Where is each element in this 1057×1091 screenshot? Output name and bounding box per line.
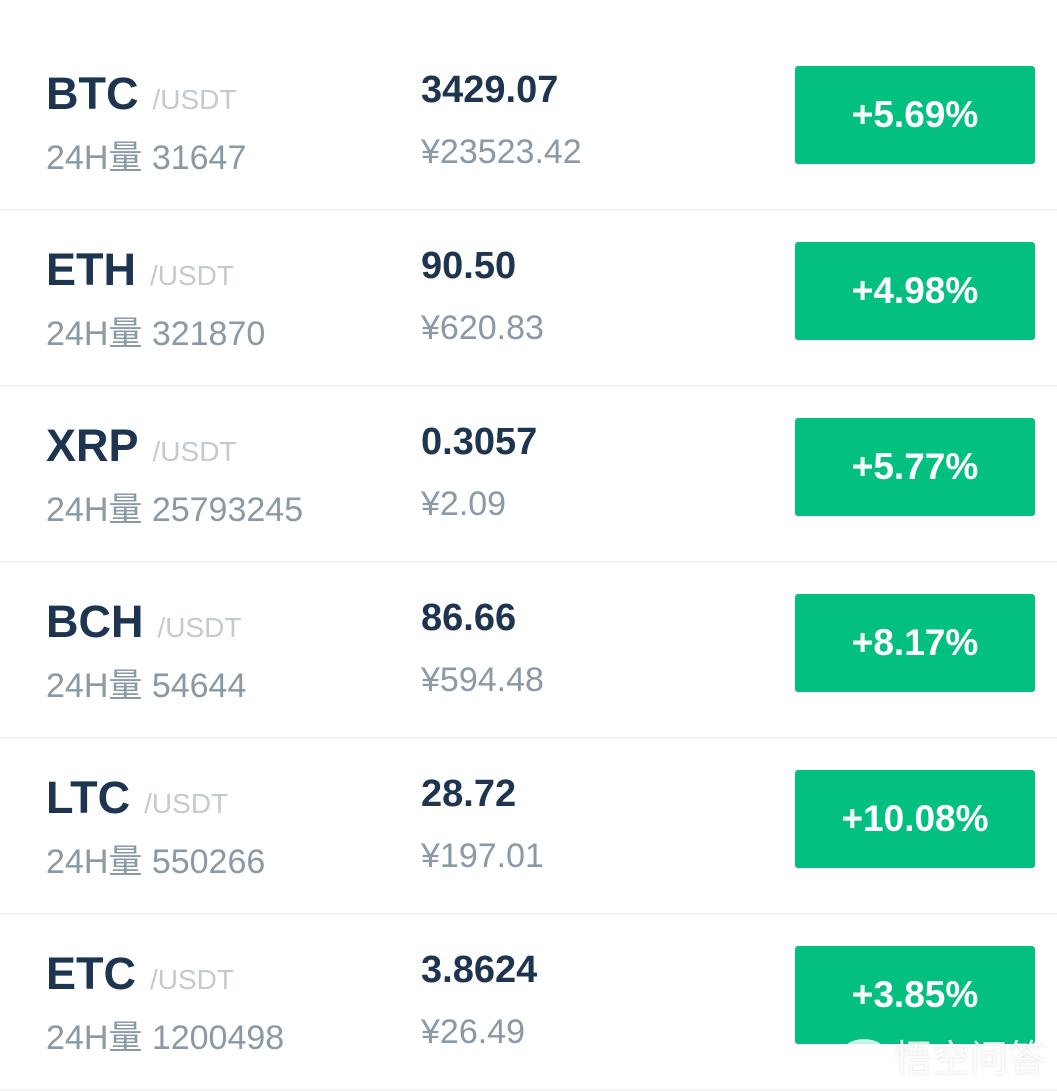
cny-price: ¥620.83 <box>421 309 544 347</box>
quote-pair: /USDT <box>157 612 242 643</box>
symbol: BTC/USDT <box>46 71 236 116</box>
volume-value: 550266 <box>151 843 266 881</box>
symbol-name: ETC <box>46 948 136 999</box>
market-row-btc[interactable]: BTC/USDT 24H量 31647 3429.07 ¥23523.42 +5… <box>0 35 1057 211</box>
watermark: 悟空问答 <box>840 1028 1046 1083</box>
volume-24h: 24H量 31647 <box>46 141 246 175</box>
quote-pair: /USDT <box>150 260 234 291</box>
volume-24h: 24H量 550266 <box>46 845 265 879</box>
volume-24h: 24H量 1200498 <box>46 1021 284 1055</box>
symbol: ETC/USDT <box>46 951 234 996</box>
market-row-etc[interactable]: ETC/USDT 24H量 1200498 3.8624 ¥26.49 +3.8… <box>0 915 1057 1091</box>
symbol-name: XRP <box>46 420 139 471</box>
market-row-eth[interactable]: ETH/USDT 24H量 321870 90.50 ¥620.83 +4.98… <box>0 211 1057 387</box>
market-row-bch[interactable]: BCH/USDT 24H量 54644 86.66 ¥594.48 +8.17% <box>0 563 1057 739</box>
volume-label: 24H量 <box>46 843 143 881</box>
market-row-ltc[interactable]: LTC/USDT 24H量 550266 28.72 ¥197.01 +10.0… <box>0 739 1057 915</box>
volume-24h: 24H量 54644 <box>46 669 246 703</box>
watermark-text: 悟空问答 <box>894 1039 1047 1081</box>
volume-label: 24H量 <box>46 667 143 705</box>
volume-label: 24H量 <box>46 315 143 353</box>
volume-value: 54644 <box>151 667 247 705</box>
volume-value: 25793245 <box>151 491 304 529</box>
quote-pair: /USDT <box>152 436 237 467</box>
change-badge[interactable]: +3.85% <box>795 946 1035 1044</box>
volume-value: 1200498 <box>151 1019 285 1057</box>
symbol: XRP/USDT <box>46 423 237 468</box>
cny-price: ¥594.48 <box>421 661 544 699</box>
cny-price: ¥197.01 <box>421 837 544 875</box>
change-badge[interactable]: +8.17% <box>795 594 1035 692</box>
symbol-name: BCH <box>46 596 144 647</box>
symbol: ETH/USDT <box>46 247 234 292</box>
symbol: LTC/USDT <box>46 775 228 820</box>
last-price: 0.3057 <box>421 421 538 463</box>
symbol: BCH/USDT <box>46 599 242 644</box>
cny-price: ¥26.49 <box>421 1013 525 1051</box>
quote-pair: /USDT <box>150 964 234 995</box>
volume-24h: 24H量 321870 <box>46 317 265 351</box>
change-badge[interactable]: +4.98% <box>795 242 1035 340</box>
symbol-name: ETH <box>46 244 136 295</box>
cny-price: ¥23523.42 <box>421 133 582 171</box>
market-row-xrp[interactable]: XRP/USDT 24H量 25793245 0.3057 ¥2.09 +5.7… <box>0 387 1057 563</box>
quote-pair: /USDT <box>144 788 229 819</box>
volume-label: 24H量 <box>46 139 143 177</box>
last-price: 28.72 <box>421 773 517 815</box>
volume-label: 24H量 <box>46 491 143 529</box>
wukong-logo-icon <box>840 1038 888 1073</box>
change-badge[interactable]: +10.08% <box>795 770 1035 868</box>
volume-label: 24H量 <box>46 1019 143 1057</box>
quote-pair: /USDT <box>152 84 237 115</box>
last-price: 90.50 <box>421 245 517 287</box>
change-badge[interactable]: +5.69% <box>795 66 1035 164</box>
symbol-name: LTC <box>46 772 131 823</box>
last-price: 3429.07 <box>421 69 559 111</box>
symbol-name: BTC <box>46 68 139 119</box>
change-badge[interactable]: +5.77% <box>795 418 1035 516</box>
volume-value: 31647 <box>151 139 247 177</box>
volume-24h: 24H量 25793245 <box>46 493 303 527</box>
last-price: 86.66 <box>421 597 517 639</box>
cny-price: ¥2.09 <box>421 485 507 523</box>
last-price: 3.8624 <box>421 949 538 991</box>
volume-value: 321870 <box>151 315 266 353</box>
